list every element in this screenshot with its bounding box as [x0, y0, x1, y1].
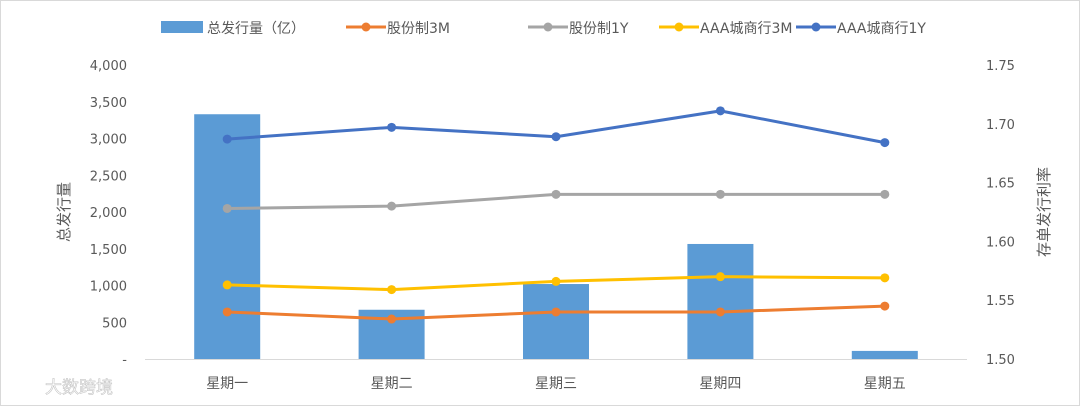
- left-tick-label: 4,000: [90, 59, 127, 74]
- line-point: [222, 203, 232, 213]
- line-point: [880, 301, 890, 311]
- legend-swatch-marker: [361, 22, 371, 32]
- line-point: [715, 189, 725, 199]
- left-tick-label: 500: [102, 316, 127, 331]
- line-point: [551, 132, 561, 142]
- x-tick-label: 星期五: [864, 376, 906, 392]
- x-tick-label: 星期三: [535, 376, 577, 392]
- line-point: [880, 189, 890, 199]
- right-tick-label: 1.70: [986, 118, 1015, 133]
- line-point: [387, 122, 397, 132]
- legend-label: 总发行量（亿）: [207, 21, 305, 37]
- line-point: [222, 307, 232, 317]
- legend-swatch-marker: [543, 22, 553, 32]
- line-point: [222, 280, 232, 290]
- left-tick-label: 3,500: [90, 96, 127, 111]
- legend-swatch-marker: [674, 22, 684, 32]
- line-point: [551, 307, 561, 317]
- line-point: [387, 314, 397, 324]
- watermark-logo: 大数跨境: [8, 374, 113, 398]
- left-tick-label: 1,000: [90, 280, 127, 295]
- x-tick-label: 星期四: [699, 376, 741, 392]
- right-tick-label: 1.65: [986, 177, 1015, 192]
- line-point: [387, 285, 397, 295]
- legend-swatch-bar: [161, 21, 203, 33]
- line-point: [715, 307, 725, 317]
- legend-label: 股份制3M: [387, 21, 450, 37]
- line-point: [880, 273, 890, 283]
- line-point: [551, 189, 561, 199]
- line-point: [222, 134, 232, 144]
- bar: [687, 243, 754, 359]
- left-tick-label: 3,000: [90, 133, 127, 148]
- line-point: [715, 106, 725, 116]
- left-tick-label: 2,500: [90, 169, 127, 184]
- right-axis-title: 存单发行利率: [1035, 167, 1053, 257]
- right-tick-label: 1.75: [986, 59, 1015, 74]
- x-tick-label: 星期二: [371, 376, 413, 392]
- line-point: [551, 276, 561, 286]
- line-point: [387, 201, 397, 211]
- left-tick-label: 1,500: [90, 243, 127, 258]
- line-point: [715, 272, 725, 282]
- x-tick-label: 星期一: [206, 376, 248, 392]
- left-tick-label: 2,000: [90, 206, 127, 221]
- bar: [851, 350, 918, 359]
- right-tick-label: 1.55: [986, 294, 1015, 309]
- left-axis-title: 总发行量: [55, 182, 73, 242]
- legend-label: AAA城商行3M: [700, 21, 793, 37]
- bar: [194, 114, 261, 360]
- right-tick-label: 1.50: [986, 353, 1015, 368]
- legend-label: AAA城商行1Y: [837, 21, 926, 37]
- left-tick-label: -: [122, 353, 127, 368]
- right-tick-label: 1.60: [986, 235, 1015, 250]
- legend-label: 股份制1Y: [569, 21, 629, 37]
- line-point: [880, 138, 890, 148]
- svg-text:大数跨境: 大数跨境: [45, 378, 113, 398]
- bar: [523, 284, 589, 359]
- legend-swatch-marker: [811, 22, 821, 32]
